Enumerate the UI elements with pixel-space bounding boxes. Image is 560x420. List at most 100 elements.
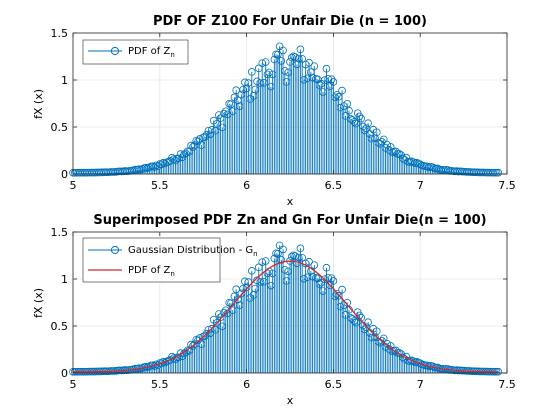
stem-point xyxy=(343,99,352,174)
legend-marker-stem xyxy=(88,245,122,255)
stem-point xyxy=(208,324,216,373)
legend-entry-subscript: n xyxy=(253,250,257,258)
line-series xyxy=(72,260,499,373)
x-axis-label: x xyxy=(287,195,294,208)
stem-point xyxy=(279,46,287,174)
stem-point xyxy=(242,84,251,174)
stem-point xyxy=(364,318,372,373)
x-tick-label: 7.5 xyxy=(498,179,516,192)
stem-point xyxy=(364,119,372,174)
stem-point xyxy=(253,276,261,373)
legend-entry-text: PDF of Z xyxy=(128,46,170,57)
stem-point xyxy=(315,280,324,373)
y-tick-label: 0 xyxy=(61,367,68,380)
stem-point xyxy=(362,323,371,373)
legend: PDF of Zn xyxy=(82,39,189,65)
stem-point xyxy=(305,257,313,373)
stem-point xyxy=(220,109,228,174)
stem-point xyxy=(338,285,346,373)
legend: Gaussian Distribution - Gn PDF of Zn xyxy=(82,237,258,283)
stem-point xyxy=(289,52,298,174)
stem-point xyxy=(308,272,317,373)
legend-entry-label: Gaussian Distribution - Gn xyxy=(128,245,258,258)
legend-entry-text: PDF of Z xyxy=(128,265,170,276)
x-tick-label: 5 xyxy=(70,179,77,192)
y-tick-label: 0.5 xyxy=(51,121,69,134)
stem-point xyxy=(310,62,319,174)
tick-marks: 5 5.5 6 6.5 7 7.5 0 0.5 1 1.5 xyxy=(51,27,516,192)
stem-point xyxy=(242,283,251,373)
stem-point xyxy=(294,253,303,373)
stem-point xyxy=(357,114,365,174)
y-tick-label: 1.5 xyxy=(51,226,69,239)
stem-point xyxy=(261,58,270,174)
y-tick-label: 1.5 xyxy=(51,27,69,40)
stem-point xyxy=(289,251,298,373)
stem-point xyxy=(329,277,338,373)
y-axis-label: fX (x) xyxy=(32,89,45,119)
x-tick-label: 7.5 xyxy=(498,378,516,391)
stem-point xyxy=(372,327,381,373)
legend-box xyxy=(82,39,189,65)
stem-point xyxy=(315,81,324,174)
stem-point xyxy=(338,86,346,174)
axes-box xyxy=(72,32,508,175)
legend-box xyxy=(82,237,221,283)
stem-point xyxy=(274,249,282,373)
subplot-top: 5 5.5 6 6.5 7 7.5 0 0.5 1 1.5 PDF OF Z100 For Unf… xyxy=(32,14,516,208)
y-tick-label: 0.5 xyxy=(51,320,69,333)
legend-entry-label: PDF of Zn xyxy=(128,46,175,59)
stem-point xyxy=(208,125,216,174)
stem-point xyxy=(291,53,300,174)
tick-marks: 5 5.5 6 6.5 7 7.5 0 0.5 1 1.5 xyxy=(51,226,516,391)
legend-entry-text: Gaussian Distribution - G xyxy=(128,245,253,256)
x-tick-label: 6 xyxy=(243,179,250,192)
stem-point xyxy=(308,73,317,174)
legend-entry-subscript: n xyxy=(170,51,174,59)
legend-marker-stem xyxy=(88,46,122,56)
stem-point xyxy=(220,308,228,373)
stem-point xyxy=(277,256,286,373)
stem-series xyxy=(69,42,503,177)
stem-point xyxy=(310,261,319,373)
x-tick-label: 5.5 xyxy=(151,179,169,192)
y-tick-label: 1 xyxy=(61,74,68,87)
x-tick-label: 6 xyxy=(243,378,250,391)
y-axis-label: fX (x) xyxy=(32,288,45,318)
stem-point xyxy=(329,78,338,174)
stem-point xyxy=(298,253,306,373)
legend-entry-subscript: n xyxy=(170,270,174,278)
stem-point xyxy=(296,45,305,174)
stem-point xyxy=(277,57,286,174)
x-tick-label: 6.5 xyxy=(325,179,343,192)
legend-entry-label: PDF of Zn xyxy=(128,265,175,278)
stem-point xyxy=(294,54,303,174)
stem-point xyxy=(296,244,305,373)
axes-box xyxy=(72,231,508,374)
stem-point xyxy=(253,77,261,174)
x-tick-label: 7 xyxy=(417,378,424,391)
stem-point xyxy=(279,245,287,373)
stem-point xyxy=(298,54,306,174)
stem-point xyxy=(261,257,270,373)
subplot-bottom: 5 5.5 6 6.5 7 7.5 0 0.5 1 1.5 Superimposed PDF Zn… xyxy=(32,213,516,407)
stem-point xyxy=(372,128,381,174)
x-tick-label: 6.5 xyxy=(325,378,343,391)
stem-point xyxy=(305,58,313,174)
x-axis-label: x xyxy=(287,394,294,407)
chart-title: PDF OF Z100 For Unfair Die (n = 100) xyxy=(153,14,427,29)
x-tick-label: 5 xyxy=(70,378,77,391)
x-tick-label: 5.5 xyxy=(151,378,169,391)
chart-title: Superimposed PDF Zn and Gn For Unfair Di… xyxy=(93,213,486,228)
gaussian-curve xyxy=(72,260,499,373)
stem-point xyxy=(343,298,352,373)
stem-point xyxy=(263,70,272,174)
x-tick-label: 7 xyxy=(417,179,424,192)
stem-point xyxy=(280,66,289,174)
y-tick-label: 0 xyxy=(61,168,68,181)
stem-point xyxy=(362,124,371,174)
stem-point xyxy=(291,252,300,373)
y-tick-label: 1 xyxy=(61,273,68,286)
stem-point xyxy=(280,265,289,373)
